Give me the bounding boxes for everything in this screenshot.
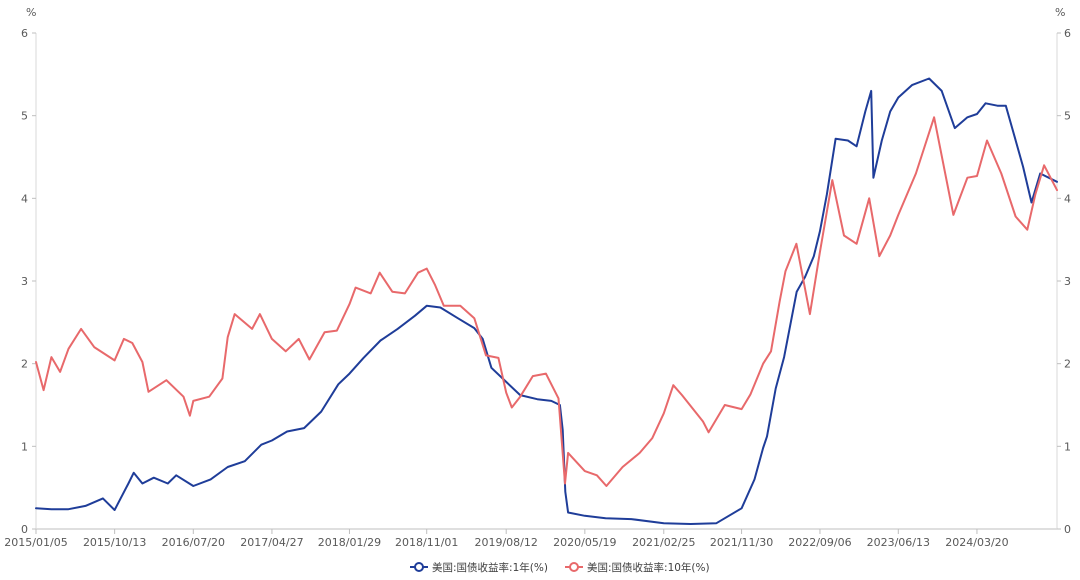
y-tick-label-right: 4 <box>1064 192 1071 205</box>
series-line-1y <box>35 77 1058 525</box>
y-ticks-left: 0 1 2 3 4 5 6 <box>21 27 36 536</box>
legend-label: 美国:国债收益率:10年(%) <box>587 561 710 574</box>
x-tick-label: 2015/01/05 <box>4 536 67 549</box>
legend-item-1y[interactable]: 美国:国债收益率:1年(%) <box>410 561 548 574</box>
x-tick-label: 2023/06/13 <box>867 536 930 549</box>
y-tick-label-left: 4 <box>21 192 28 205</box>
y-tick-label-left: 2 <box>21 358 28 371</box>
x-tick-label: 2018/11/01 <box>395 536 458 549</box>
x-tick-label: 2020/05/19 <box>553 536 616 549</box>
right-y-unit: % <box>1055 6 1065 19</box>
left-y-unit: % <box>26 6 36 19</box>
series-line-10y <box>35 116 1058 487</box>
legend-marker <box>569 562 579 572</box>
y-tick-label-right: 0 <box>1064 523 1071 536</box>
axes-layer: % % <box>26 6 1065 530</box>
x-tick-label: 2015/10/13 <box>83 536 146 549</box>
y-tick-label-right: 3 <box>1064 275 1071 288</box>
x-tick-label: 2019/08/12 <box>474 536 537 549</box>
x-tick-label: 2021/02/25 <box>632 536 695 549</box>
series-layer <box>35 77 1058 525</box>
y-tick-label-right: 6 <box>1064 27 1071 40</box>
legend-item-10y[interactable]: 美国:国债收益率:10年(%) <box>565 561 710 574</box>
x-tick-label: 2016/07/20 <box>162 536 225 549</box>
x-tick-label: 2021/11/30 <box>710 536 773 549</box>
x-tick-label: 2022/09/06 <box>788 536 851 549</box>
y-tick-label-right: 5 <box>1064 110 1071 123</box>
x-tick-label: 2017/04/27 <box>240 536 303 549</box>
x-tick-label: 2018/01/29 <box>318 536 381 549</box>
x-ticks: 2015/01/05 2015/10/13 2016/07/20 2017/04/27… <box>4 529 1009 549</box>
y-tick-label-right: 2 <box>1064 358 1071 371</box>
y-tick-label-right: 1 <box>1064 440 1071 453</box>
y-tick-label-left: 5 <box>21 110 28 123</box>
y-ticks-right: 0 1 2 3 4 5 6 <box>1057 27 1071 536</box>
y-tick-label-left: 3 <box>21 275 28 288</box>
legend: 美国:国债收益率:1年(%) 美国:国债收益率:10年(%) <box>410 561 710 574</box>
y-tick-label-left: 1 <box>21 440 28 453</box>
y-tick-label-left: 0 <box>21 523 28 536</box>
legend-marker <box>414 562 424 572</box>
legend-label: 美国:国债收益率:1年(%) <box>432 561 548 574</box>
y-tick-label-left: 6 <box>21 27 28 40</box>
x-tick-label: 2024/03/20 <box>945 536 1008 549</box>
